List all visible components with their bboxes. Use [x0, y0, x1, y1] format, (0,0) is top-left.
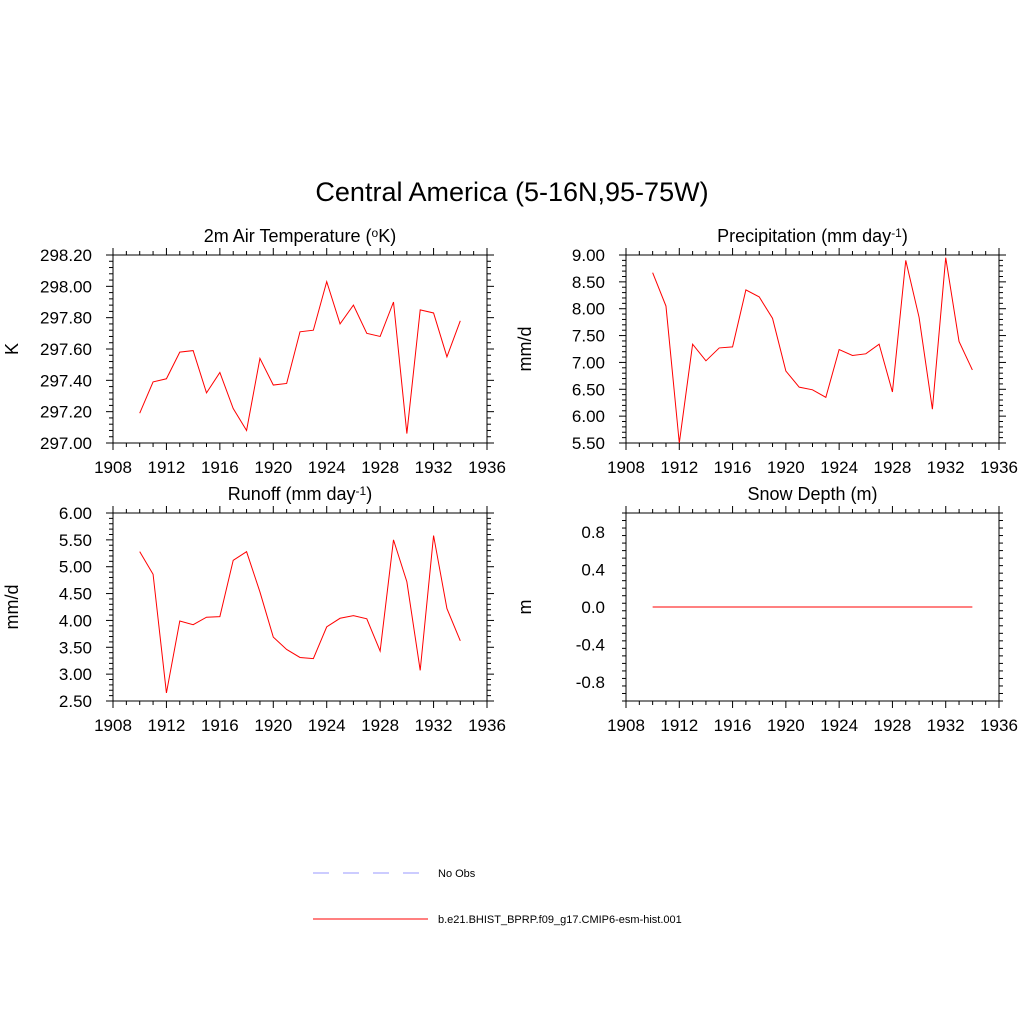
x-tick-label: 1920 — [767, 716, 805, 735]
x-tick-label: 1924 — [820, 716, 858, 735]
legend-label: b.e21.BHIST_BPRP.f09_g17.CMIP6-esm-hist.… — [438, 914, 682, 926]
x-tick-label: 1908 — [607, 716, 645, 735]
y-ticks: -0.8 -0.4 0.0 0.4 0.8 — [576, 512, 1003, 702]
y-tick-label: -0.4 — [576, 636, 605, 655]
x-tick-label: 1916 — [201, 716, 239, 735]
x-tick-label: 1932 — [415, 458, 453, 477]
x-tick-label: 1932 — [415, 716, 453, 735]
y-axis-label: mm/d — [515, 327, 535, 372]
x-tick-label: 1924 — [308, 458, 346, 477]
y-axis-label: m — [515, 600, 535, 615]
y-tick-label: 5.50 — [572, 434, 605, 453]
y-tick-label: 5.50 — [59, 531, 92, 550]
panel-4: 1908 1912 1916 1920 1924 1928 1932 1936 -0.8 -0.4… — [515, 484, 1018, 735]
y-tick-label: 8.50 — [572, 273, 605, 292]
y-tick-label: 3.00 — [59, 665, 92, 684]
y-tick-label: 298.00 — [40, 277, 92, 296]
panel-title: Precipitation (mm day-1) — [717, 226, 908, 246]
panel-2: 1908 1912 1916 1920 1924 1928 1932 1936 5.50 6.00… — [515, 226, 1018, 477]
y-tick-label: 297.60 — [40, 340, 92, 359]
x-tick-label: 1932 — [927, 458, 965, 477]
y-tick-label: 6.00 — [572, 407, 605, 426]
x-tick-label: 1920 — [254, 716, 292, 735]
x-ticks: 1908 1912 1916 1920 1924 1928 1932 1936 — [607, 248, 1018, 477]
series-line — [139, 279, 461, 434]
y-tick-label: 5.00 — [59, 558, 92, 577]
y-tick-label: 7.00 — [572, 353, 605, 372]
x-tick-label: 1912 — [660, 716, 698, 735]
x-tick-label: 1936 — [980, 458, 1018, 477]
x-tick-label: 1924 — [820, 458, 858, 477]
panel-title: 2m Air Temperature (oK) — [204, 226, 396, 246]
y-tick-label: 298.20 — [40, 246, 92, 265]
panels: 1908 1912 1916 1920 1924 1928 1932 1936297.0029… — [2, 226, 1018, 735]
figure-title: Central America (5-16N,95-75W) — [315, 177, 708, 207]
series-line — [139, 535, 461, 694]
x-ticks: 1908 1912 1916 1920 1924 1928 1932 1936 — [94, 506, 506, 735]
x-ticks: 1908 1912 1916 1920 1924 1928 1932 1936 — [607, 506, 1018, 735]
legend-entry: b.e21.BHIST_BPRP.f09_g17.CMIP6-esm-hist.… — [313, 914, 682, 926]
y-tick-label: 0.4 — [581, 560, 605, 579]
panel-3: 1908 1912 1916 1920 1924 1928 1932 1936 2.50 3.00… — [2, 484, 506, 735]
y-tick-label: 297.20 — [40, 403, 92, 422]
x-tick-label: 1908 — [607, 458, 645, 477]
y-tick-label: 4.00 — [59, 611, 92, 630]
y-tick-label: 8.00 — [572, 300, 605, 319]
y-tick-label: 6.00 — [59, 504, 92, 523]
x-tick-label: 1932 — [927, 716, 965, 735]
y-ticks: 5.50 6.00 6.50 7.00 7.50 8.00 8.50 9.00 — [572, 246, 1006, 453]
panel-title: Runoff (mm day-1) — [228, 484, 372, 504]
legend-entry: No Obs — [313, 868, 476, 880]
x-tick-label: 1924 — [308, 716, 346, 735]
y-tick-label: -0.8 — [576, 673, 605, 692]
x-tick-label: 1912 — [660, 458, 698, 477]
x-tick-label: 1920 — [767, 458, 805, 477]
y-tick-label: 0.8 — [581, 523, 605, 542]
y-tick-label: 9.00 — [572, 246, 605, 265]
x-tick-label: 1928 — [874, 716, 912, 735]
plot-frame — [112, 512, 488, 702]
y-tick-label: 3.50 — [59, 638, 92, 657]
x-tick-label: 1928 — [361, 458, 399, 477]
y-tick-label: 0.0 — [581, 598, 605, 617]
x-tick-label: 1928 — [361, 716, 399, 735]
plot-frame — [112, 254, 488, 444]
x-tick-label: 1916 — [714, 458, 752, 477]
y-ticks: 297.00 297.20 297.40 297.60 297.80 298.00 298.… — [40, 246, 494, 453]
y-tick-label: 7.50 — [572, 327, 605, 346]
y-tick-label: 2.50 — [59, 692, 92, 711]
x-tick-label: 1912 — [148, 716, 186, 735]
y-ticks: 2.50 3.00 3.50 4.00 4.50 5.00 5.50 6.00 — [59, 504, 494, 711]
y-tick-label: 297.40 — [40, 371, 92, 390]
x-tick-label: 1908 — [94, 716, 132, 735]
x-tick-label: 1916 — [714, 716, 752, 735]
y-tick-label: 6.50 — [572, 380, 605, 399]
y-tick-label: 4.50 — [59, 585, 92, 604]
x-tick-label: 1928 — [874, 458, 912, 477]
x-tick-label: 1936 — [468, 458, 506, 477]
x-tick-label: 1920 — [254, 458, 292, 477]
x-tick-label: 1912 — [148, 458, 186, 477]
panel-1: 1908 1912 1916 1920 1924 1928 1932 1936297.0029… — [2, 226, 506, 477]
x-tick-label: 1908 — [94, 458, 132, 477]
panel-title: Snow Depth (m) — [747, 484, 877, 504]
y-tick-label: 297.00 — [40, 434, 92, 453]
y-tick-label: 297.80 — [40, 309, 92, 328]
x-tick-label: 1916 — [201, 458, 239, 477]
series-line — [652, 257, 973, 444]
y-axis-label: mm/d — [2, 585, 22, 630]
x-ticks: 1908 1912 1916 1920 1924 1928 1932 1936 — [94, 248, 506, 477]
legend: No Obs b.e21.BHIST_BPRP.f09_g17.CMIP6-esm… — [313, 868, 682, 926]
x-tick-label: 1936 — [980, 716, 1018, 735]
x-tick-label: 1936 — [468, 716, 506, 735]
legend-label: No Obs — [438, 868, 476, 880]
y-axis-label: K — [2, 343, 22, 355]
